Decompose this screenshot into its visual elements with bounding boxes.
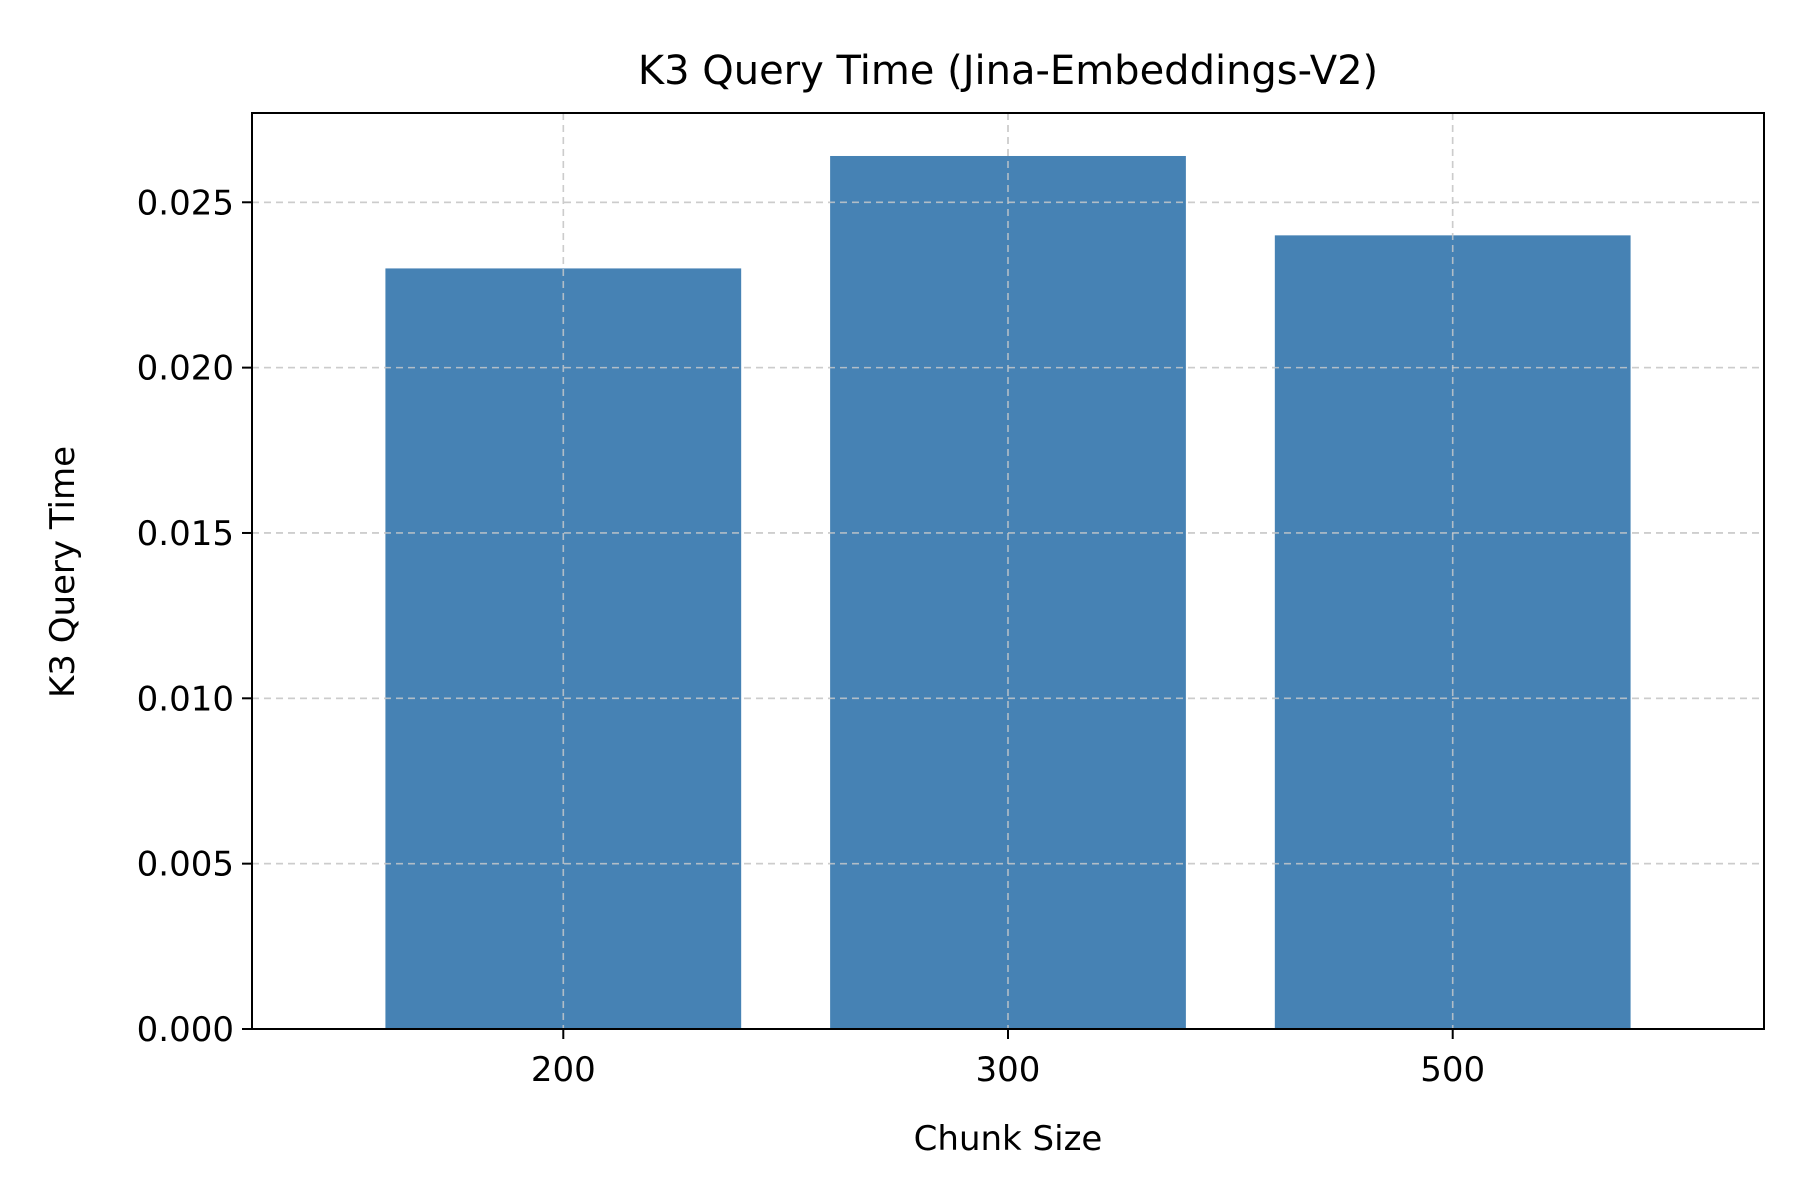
y-tick-label-2: 0.010 xyxy=(137,679,234,719)
ticks: 0.000 0.005 0.010 0.015 0.020 0.025 200 300 500 xyxy=(137,183,1486,1090)
y-tick-label-3: 0.015 xyxy=(137,514,234,554)
y-tick-label-5: 0.025 xyxy=(137,183,234,223)
x-tick-label-300: 300 xyxy=(976,1050,1041,1090)
y-tick-label-0: 0.000 xyxy=(137,1010,234,1050)
y-axis-title: K3 Query Time xyxy=(43,446,83,698)
y-tick-label-1: 0.005 xyxy=(137,845,234,885)
x-tick-label-500: 500 xyxy=(1420,1050,1485,1090)
bars xyxy=(252,113,1764,1030)
y-tick-label-4: 0.020 xyxy=(137,349,234,389)
chart-title: K3 Query Time (Jina-Embeddings-V2) xyxy=(638,48,1378,94)
x-axis-title: Chunk Size xyxy=(914,1119,1103,1159)
x-tick-label-200: 200 xyxy=(531,1050,596,1090)
